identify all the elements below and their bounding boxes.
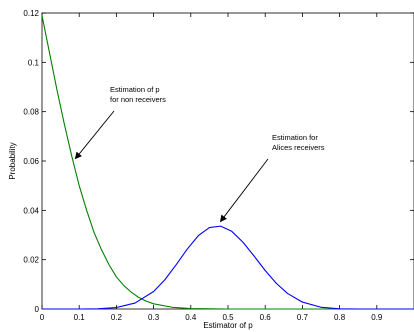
x-tick-label: 0.4 — [185, 313, 197, 322]
x-tick-label: 0 — [40, 313, 45, 322]
y-tick-label: 0.06 — [23, 157, 39, 166]
x-tick-label: 0.7 — [297, 313, 309, 322]
y-tick-label: 0 — [35, 305, 40, 314]
annotation-arrow-1 — [74, 110, 115, 160]
x-tick-label: 0.8 — [334, 313, 346, 322]
plot-area — [41, 12, 414, 310]
y-tick-label: 0.08 — [23, 108, 39, 117]
y-tick-label: 0.12 — [23, 9, 39, 18]
annotation-line: Alices receivers — [272, 143, 325, 152]
y-axis-ticks: 0 0.02 0.04 0.06 0.08 0.1 0.12 — [23, 9, 414, 314]
y-tick-label: 0.04 — [23, 206, 39, 215]
annotation-line: for non receivers — [110, 95, 166, 104]
annotation-line: Estimation for — [272, 133, 318, 142]
x-tick-label: 0.3 — [148, 313, 160, 322]
series-line-1 — [41, 15, 414, 310]
annotation-layer: Estimation of p for non receiversEstimati… — [74, 85, 325, 223]
y-axis-label: Probability — [8, 142, 17, 179]
annotation-line: Estimation of p — [110, 85, 160, 94]
x-tick-label: 0.5 — [222, 313, 234, 322]
x-tick-label: 0.9 — [371, 313, 383, 322]
annotation-arrow-2 — [219, 158, 269, 223]
x-tick-label: 0.1 — [74, 313, 86, 322]
x-axis-label: Estimator of p — [203, 321, 253, 330]
y-tick-label: 0.1 — [28, 58, 40, 67]
x-tick-label: 0.6 — [260, 313, 272, 322]
x-tick-label: 0.2 — [111, 313, 123, 322]
y-tick-label: 0.02 — [23, 256, 39, 265]
series-line-2 — [42, 225, 414, 310]
annotation-text-2: Estimation for Alices receivers — [272, 133, 325, 152]
x-axis-ticks: 0 0.1 0.2 0.3 0.4 0.5 0.6 0.7 0.8 0.9 — [40, 13, 383, 322]
series-layer — [41, 15, 414, 310]
annotation-text-1: Estimation of p for non receivers — [110, 85, 166, 104]
